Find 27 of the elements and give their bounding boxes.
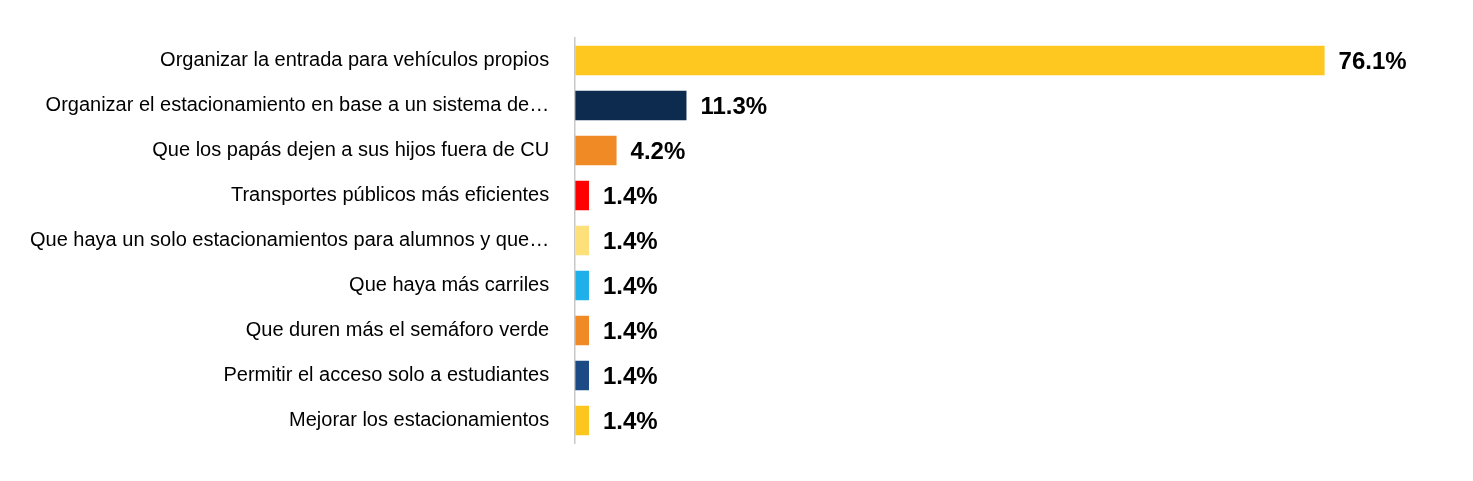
data-label: 1.4% bbox=[602, 182, 658, 210]
y-tick-label: Mejorar los estacionamientos bbox=[289, 408, 550, 431]
data-label: 1.4% bbox=[602, 317, 658, 345]
data-label: 1.4% bbox=[602, 227, 658, 255]
y-tick-label: Que duren más el semáforo verde bbox=[245, 318, 550, 341]
y-tick-label: Organizar la entrada para vehículos propios bbox=[160, 48, 550, 71]
bar bbox=[575, 180, 589, 211]
bar bbox=[575, 360, 589, 391]
y-tick-label: Que haya más carriles bbox=[349, 273, 550, 296]
bar bbox=[575, 405, 589, 436]
y-tick-label: Permitir el acceso solo a estudiantes bbox=[223, 363, 550, 386]
data-label: 1.4% bbox=[602, 407, 658, 435]
bar bbox=[575, 45, 1325, 76]
data-label: 1.4% bbox=[602, 362, 658, 390]
data-label: 76.1% bbox=[1338, 47, 1407, 75]
data-label: 11.3% bbox=[700, 92, 768, 120]
y-tick-label: Que los papás dejen a sus hijos fuera de CU bbox=[152, 138, 550, 161]
bar bbox=[575, 225, 589, 256]
bar bbox=[575, 90, 687, 121]
bar bbox=[575, 135, 617, 166]
y-tick-label: Que haya un solo estacionamientos para alumnos y que… bbox=[30, 228, 550, 251]
data-label: 1.4% bbox=[602, 272, 658, 300]
y-tick-label: Transportes públicos más eficientes bbox=[230, 183, 550, 206]
bar bbox=[575, 315, 589, 346]
y-tick-label: Organizar el estacionamiento en base a un sistema de… bbox=[45, 93, 550, 116]
bar bbox=[575, 270, 589, 301]
data-label: 4.2% bbox=[630, 137, 686, 165]
